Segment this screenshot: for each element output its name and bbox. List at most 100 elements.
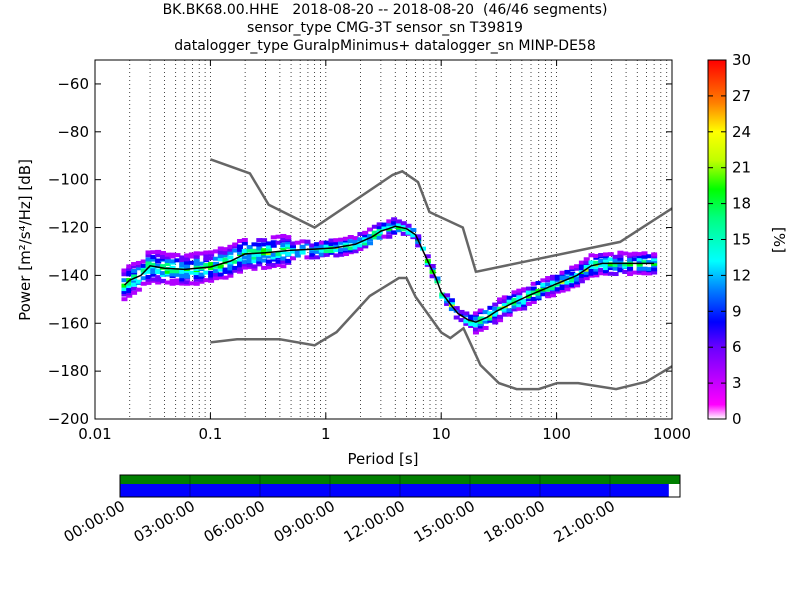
- ppsd-cell: [482, 325, 489, 330]
- ppsd-cell: [131, 282, 138, 287]
- ppsd-cell: [492, 308, 499, 313]
- ppsd-cell: [212, 261, 219, 266]
- ppsd-cell: [506, 300, 513, 305]
- ppsd-cell: [328, 238, 335, 243]
- ppsd-cell: [131, 286, 138, 291]
- ppsd-cell: [367, 227, 374, 232]
- noise-model-curves: [123, 158, 672, 391]
- time-bar-tick-label: 15:00:00: [411, 497, 478, 546]
- ppsd-cell: [251, 252, 258, 257]
- ppsd-cell: [525, 297, 532, 302]
- ppsd-cell: [525, 289, 532, 294]
- ppsd-cell: [227, 244, 234, 249]
- ppsd-cell: [593, 273, 600, 278]
- ppsd-cell: [429, 264, 436, 269]
- ppsd-cell: [126, 272, 133, 277]
- ppsd-cell: [309, 252, 316, 257]
- ppsd-cell: [367, 241, 374, 246]
- ppsd-cell: [174, 258, 181, 263]
- ppsd-cell: [472, 330, 479, 335]
- ppsd-cell: [607, 266, 614, 271]
- y-tick-label: −160: [48, 314, 89, 332]
- ppsd-cell: [607, 271, 614, 276]
- ppsd-cell: [627, 257, 634, 262]
- ppsd-cell: [477, 327, 484, 332]
- ppsd-cell: [212, 256, 219, 261]
- ppsd-cell: [516, 295, 523, 300]
- ppsd-cell: [627, 262, 634, 267]
- ppsd-cell: [227, 260, 234, 265]
- ppsd-cell: [280, 259, 287, 264]
- ppsd-cell: [506, 298, 513, 303]
- ppsd-cell: [651, 270, 658, 275]
- ppsd-cell: [352, 236, 359, 241]
- ppsd-cell: [159, 264, 166, 269]
- time-bar-tick-label: 00:00:00: [61, 497, 128, 546]
- ppsd-cell: [203, 278, 210, 283]
- ppsd-cell: [578, 268, 585, 273]
- ppsd-cell: [386, 230, 393, 235]
- ppsd-cell: [174, 281, 181, 286]
- ppsd-cell: [256, 248, 263, 253]
- ppsd-cell: [198, 251, 205, 256]
- ppsd-cell: [487, 305, 494, 310]
- ppsd-cell: [299, 250, 306, 255]
- ppsd-cell: [342, 252, 349, 257]
- ppsd-cell: [184, 253, 191, 258]
- ppsd-cell: [362, 233, 369, 238]
- ppsd-cell: [140, 259, 147, 264]
- ppsd-cell: [564, 269, 571, 274]
- ppsd-cell: [309, 249, 316, 254]
- ppsd-cell: [203, 253, 210, 258]
- x-tick-label: 0.1: [198, 425, 222, 443]
- ppsd-cell: [593, 253, 600, 258]
- ppsd-cell: [342, 240, 349, 245]
- ppsd-cell: [159, 271, 166, 276]
- x-tick-label: 0.01: [78, 425, 111, 443]
- ppsd-cell: [448, 298, 455, 303]
- ppsd-cell: [395, 222, 402, 227]
- ppsd-cell: [578, 279, 585, 284]
- title-line-3: datalogger_type GuralpMinimus+ datalogge…: [174, 38, 596, 54]
- ppsd-cell: [516, 303, 523, 308]
- ppsd-cell: [289, 249, 296, 254]
- ppsd-cell: [222, 267, 229, 272]
- ppsd-cell: [646, 254, 653, 259]
- ppsd-cell: [188, 252, 195, 257]
- ppsd-cell: [150, 267, 157, 272]
- ppsd-cell: [217, 246, 224, 251]
- ppsd-cell: [439, 294, 446, 299]
- ppsd-cell: [472, 323, 479, 328]
- ppsd-cell: [280, 233, 287, 238]
- ppsd-cell: [169, 272, 176, 277]
- ppsd-cell: [622, 251, 629, 256]
- ppsd-cell: [391, 220, 398, 225]
- ppsd-cell: [251, 266, 258, 271]
- ppsd-cell: [559, 284, 566, 289]
- ppsd-cell: [506, 308, 513, 313]
- ppsd-cell: [444, 299, 451, 304]
- ppsd-cell: [145, 257, 152, 262]
- ppsd-cell: [636, 259, 643, 264]
- ppsd-cell: [342, 246, 349, 251]
- ppsd-cell: [309, 255, 316, 260]
- colorbar-tick-label: 24: [732, 123, 751, 141]
- ppsd-cell: [309, 245, 316, 250]
- ppsd-cell: [646, 271, 653, 276]
- ppsd-cell: [184, 257, 191, 262]
- ppsd-cell: [150, 262, 157, 267]
- ppsd-cell: [222, 275, 229, 280]
- ppsd-cell: [636, 256, 643, 261]
- ppsd-cell: [212, 264, 219, 269]
- ppsd-cell: [328, 249, 335, 254]
- x-axis-label: Period [s]: [347, 450, 418, 468]
- ppsd-cell: [193, 271, 200, 276]
- colorbar-tick-label: 15: [732, 231, 751, 249]
- ppsd-cell: [458, 309, 465, 314]
- ppsd-cell: [150, 277, 157, 282]
- time-bar-tick-label: 18:00:00: [481, 497, 548, 546]
- ppsd-cell: [251, 248, 258, 253]
- ppsd-cell: [535, 294, 542, 299]
- ppsd-cell: [289, 241, 296, 246]
- ppsd-cell: [126, 264, 133, 269]
